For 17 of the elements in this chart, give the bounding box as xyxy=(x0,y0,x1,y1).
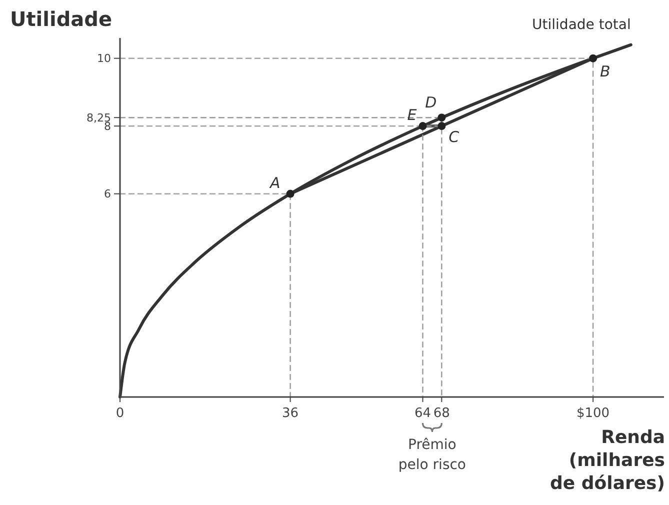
x-tick-label: 36 xyxy=(282,406,299,421)
x-axis-title: Renda (milhares de dólares) xyxy=(550,427,665,494)
y-tick-label: 10 xyxy=(97,52,111,66)
text: Prêmio pelo risco xyxy=(398,437,466,473)
annotation: B xyxy=(600,62,610,80)
annotation: C xyxy=(448,128,460,146)
y-axis-title: Utilidade xyxy=(10,7,112,31)
y-tick-label: 8,25 xyxy=(86,111,111,124)
x-tick-label: 68 xyxy=(433,406,450,421)
x-tick-label: 0 xyxy=(116,406,124,421)
annotation: D xyxy=(425,94,437,112)
x-tick-label: 64 xyxy=(414,406,432,421)
y-tick-label: 6 xyxy=(104,188,111,201)
annotation: E xyxy=(407,106,418,124)
annotation: A xyxy=(269,174,280,192)
x-tick-label: $100 xyxy=(576,406,610,421)
series-label: Utilidade total xyxy=(532,16,631,33)
